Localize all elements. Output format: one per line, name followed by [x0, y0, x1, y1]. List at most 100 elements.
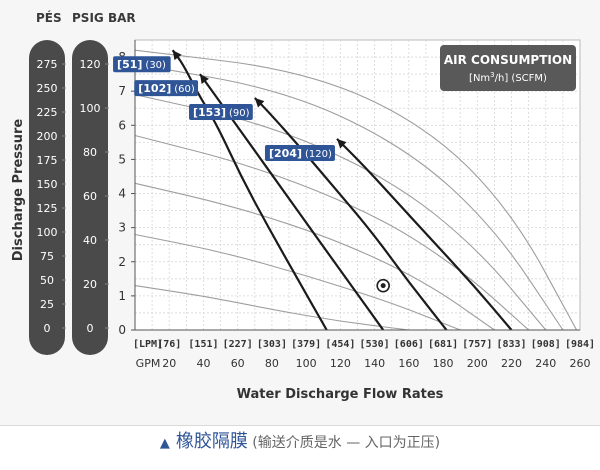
gpm-tick-label: 220 — [501, 357, 522, 370]
psig-tick-label: 100 — [80, 102, 101, 115]
psig-tick-label: 80 — [83, 146, 97, 159]
lpm-tick-label: [76] — [157, 339, 181, 350]
curve-label-box — [264, 144, 335, 161]
performance-curve — [336, 138, 513, 331]
pes-tick-label: 175 — [37, 154, 58, 167]
lpm-tick-label: [606] — [394, 339, 424, 350]
air-curve — [134, 63, 564, 331]
curve-label-box — [189, 104, 253, 120]
air-curve — [134, 285, 409, 331]
psig-tick-label: 20 — [83, 278, 97, 291]
pes-tick-label: 225 — [37, 106, 58, 119]
pes-tick-label: 275 — [37, 58, 58, 71]
legend-box — [440, 45, 576, 91]
psig-tick-label: 120 — [80, 58, 101, 71]
lpm-tick-label: [303] — [257, 339, 287, 350]
curve-label: [51] (30) — [113, 56, 171, 73]
caption-title: 橡胶隔膜 — [175, 431, 248, 452]
air-curve — [134, 49, 578, 331]
psig-tick-label: 0 — [87, 322, 94, 335]
gpm-tick-label: 180 — [433, 357, 454, 370]
legend-subtitle: [Nm3/h] (SCFM) — [469, 71, 547, 84]
bar-tick-label: 6 — [118, 118, 126, 132]
gpm-tick-label: 140 — [364, 357, 385, 370]
pes-tick-label: 100 — [37, 226, 58, 239]
lpm-tick-label: [530] — [360, 339, 390, 350]
curve-label-text: [153] (90) — [193, 106, 250, 119]
air-curve — [134, 233, 461, 331]
pes-tick-label: 125 — [37, 202, 58, 215]
bar-unit: BAR — [108, 11, 136, 25]
psig-scale-pill — [72, 40, 108, 355]
bar-tick-label: 3 — [118, 221, 126, 235]
bar-tick-label: 1 — [118, 289, 126, 303]
lpm-tick-label: [151] — [188, 339, 218, 350]
chart-panel: PÉS PSIG BAR Discharge Pressure 0 1 2 3 4 5 6 7… — [0, 10, 600, 426]
pes-tick-label: 0 — [44, 322, 51, 335]
bar-tick-label: 5 — [118, 152, 126, 166]
gpm-tick-label: 240 — [535, 357, 556, 370]
lpm-tick-label: [984] — [565, 339, 595, 350]
gpm-tick-label: 80 — [265, 357, 279, 370]
curve-label: [204] (120) — [264, 144, 335, 161]
curve-label-box — [113, 56, 171, 73]
curve-label: [102] (60) — [134, 80, 199, 97]
x-unit-lpm: [LPM] — [133, 339, 163, 350]
lpm-tick-label: [379] — [291, 339, 321, 350]
air-consumption-legend: AIR CONSUMPTION [Nm3/h] (SCFM) — [440, 45, 576, 91]
caption: ▲ 橡胶隔膜 (输送介质是水 — 入口为正压) — [0, 428, 600, 456]
gpm-tick-label: 100 — [296, 357, 317, 370]
gpm-tick-label: 160 — [398, 357, 419, 370]
marker-dot — [380, 283, 386, 289]
gpm-tick-label: 200 — [467, 357, 488, 370]
pes-tick-label: 50 — [40, 274, 54, 287]
curve-label-text: [102] (60) — [138, 82, 195, 95]
y-axis-title: Discharge Pressure — [11, 119, 26, 262]
air-curve — [134, 182, 495, 331]
lpm-tick-label: [757] — [462, 339, 492, 350]
curve-labels: [51] (30) [102] (60) [153] (90) [204] (120) — [113, 56, 335, 161]
gpm-tick-label: 40 — [196, 357, 210, 370]
psig-tick-label: 40 — [83, 234, 97, 247]
curve-arrowhead — [336, 138, 347, 149]
air-curve — [134, 94, 547, 331]
performance-curves — [171, 49, 513, 331]
psig-tick-label: 60 — [83, 190, 97, 203]
caption-subtitle: (输送介质是水 — 入口为正压) — [247, 435, 441, 451]
lpm-tick-label: [908] — [531, 339, 561, 350]
lpm-tick-label: [227] — [223, 339, 253, 350]
legend-title: AIR CONSUMPTION — [444, 53, 572, 67]
axis-ticks: 0123456780255075100125150175200225250275… — [37, 50, 596, 370]
x-axis-title: Water Discharge Flow Rates — [237, 387, 444, 402]
pes-unit: PÉS — [36, 10, 62, 25]
bar-tick-label: 2 — [118, 255, 126, 269]
gpm-tick-label: 260 — [570, 357, 591, 370]
curve-label-box — [134, 80, 199, 97]
operating-point-marker — [376, 278, 390, 293]
lpm-tick-label: [681] — [428, 339, 458, 350]
triangle-icon: ▲ — [159, 436, 170, 451]
bar-tick-label: 7 — [118, 84, 126, 98]
curve-arrowhead — [172, 50, 182, 61]
psig-unit: PSIG — [72, 11, 104, 25]
x-unit-gpm: GPM — [136, 357, 161, 370]
curve-arrowhead — [200, 74, 209, 85]
pes-scale-pill — [29, 40, 65, 355]
pes-tick-label: 25 — [40, 298, 54, 311]
curve-label: [153] (90) — [189, 104, 253, 120]
gpm-tick-label: 120 — [330, 357, 351, 370]
performance-curve — [254, 97, 448, 331]
pes-tick-label: 200 — [37, 130, 58, 143]
pump-curve-chart: PÉS PSIG BAR Discharge Pressure 0 1 2 3 4 5 6 7… — [11, 10, 596, 402]
bar-tick-label: 4 — [118, 187, 126, 201]
pes-tick-label: 150 — [37, 178, 58, 191]
curve-label-text: [51] (30) — [117, 58, 166, 71]
pes-tick-label: 250 — [37, 82, 58, 95]
lpm-tick-label: [833] — [496, 339, 526, 350]
pes-tick-label: 75 — [40, 250, 54, 263]
bar-tick-label: 0 — [118, 323, 126, 337]
lpm-tick-label: [454] — [325, 339, 355, 350]
curve-label-text: [204] (120) — [269, 147, 332, 160]
gpm-tick-label: 20 — [162, 357, 176, 370]
performance-curve — [171, 49, 328, 331]
